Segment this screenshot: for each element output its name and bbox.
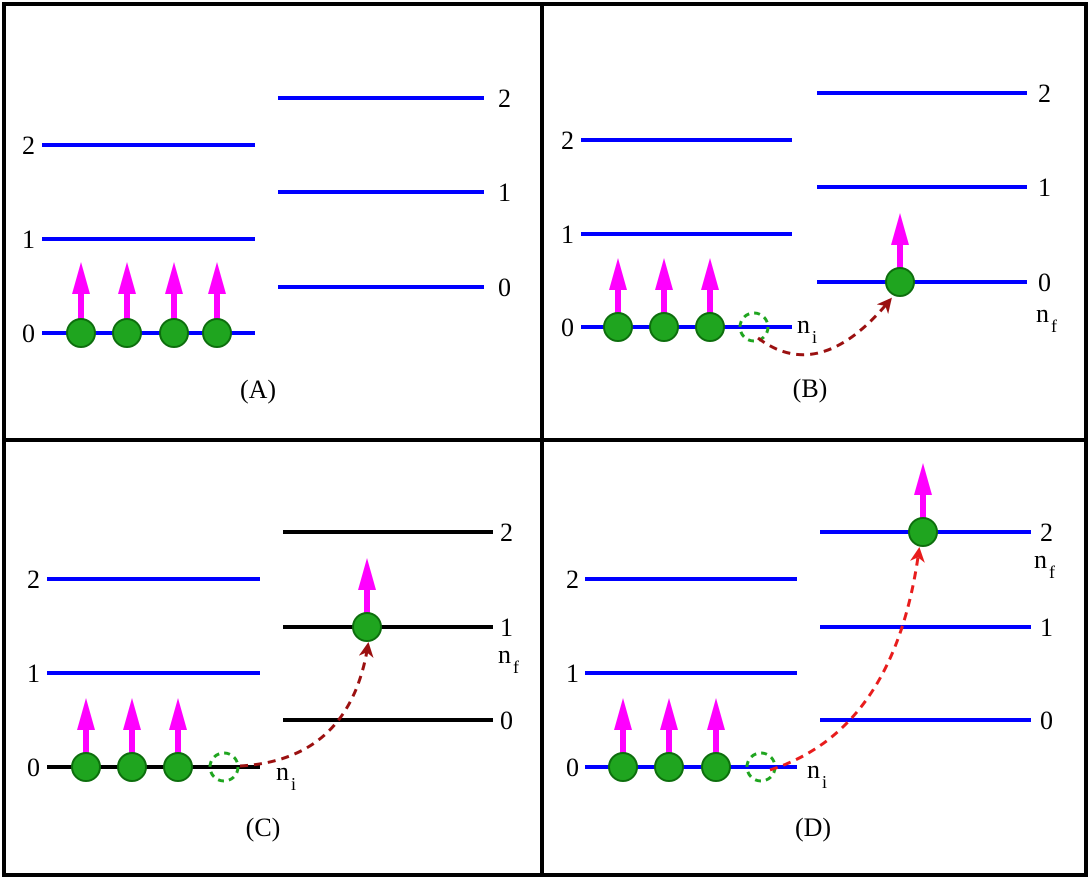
particle — [71, 752, 101, 782]
right-level-label: 2 — [1040, 518, 1053, 547]
right-level-label: 0 — [498, 273, 511, 302]
particle — [885, 267, 915, 297]
panel-caption: (B) — [793, 374, 828, 403]
spin-arrow-icon — [891, 213, 909, 269]
particle — [117, 752, 147, 782]
spin-arrow-icon — [660, 698, 678, 754]
spin-arrow-icon — [914, 463, 932, 519]
spin-arrow-icon — [609, 258, 627, 314]
particle — [701, 752, 731, 782]
left-level-label: 0 — [561, 313, 574, 342]
particle — [159, 318, 189, 348]
left-level-label: 1 — [22, 225, 35, 254]
particle — [649, 312, 679, 342]
spin-arrow-icon — [165, 262, 183, 320]
left-level-label: 0 — [27, 753, 40, 782]
panel-caption: (C) — [246, 813, 281, 842]
spin-arrow-icon — [614, 698, 632, 754]
spin-arrow-icon — [118, 262, 136, 320]
hop-arrow — [769, 547, 925, 772]
right-level-label: 2 — [500, 518, 513, 547]
spin-arrow-icon — [701, 258, 719, 314]
right-level-label: 1 — [1038, 173, 1051, 202]
left-level-label: 1 — [561, 220, 574, 249]
right-level-label: 1 — [498, 178, 511, 207]
left-level-label: 1 — [566, 659, 579, 688]
right-level-label: 0 — [1038, 268, 1051, 297]
particle — [654, 752, 684, 782]
particle — [608, 752, 638, 782]
panel-caption: (D) — [795, 813, 831, 842]
particle — [908, 517, 938, 547]
right-level-label: 0 — [1040, 706, 1053, 735]
left-level-label: 2 — [22, 131, 35, 160]
particle — [695, 312, 725, 342]
right-level-label: 2 — [1038, 79, 1051, 108]
right-level-label: 0 — [500, 706, 513, 735]
hop-arrow — [239, 642, 374, 768]
left-level-label: 2 — [561, 126, 574, 155]
spin-arrow-icon — [169, 698, 187, 754]
left-level-label: 0 — [22, 319, 35, 348]
right-level-label: 1 — [1040, 613, 1053, 642]
particle — [603, 312, 633, 342]
left-level-label: 1 — [27, 659, 40, 688]
particle — [163, 752, 193, 782]
left-level-label: 2 — [566, 565, 579, 594]
spin-arrow-icon — [123, 698, 141, 754]
spin-arrow-icon — [208, 262, 226, 320]
hop-arrow — [757, 297, 892, 357]
spin-arrow-icon — [72, 262, 90, 320]
panel-caption: (A) — [240, 375, 276, 404]
panel-a: 2 1 0 2 1 0 (A) — [22, 84, 511, 404]
left-level-label: 2 — [27, 565, 40, 594]
right-level-label: 1 — [500, 613, 513, 642]
left-level-label: 0 — [566, 753, 579, 782]
right-level-label: 2 — [498, 84, 511, 113]
vacancy — [738, 311, 770, 343]
particle — [352, 612, 382, 642]
particle — [66, 318, 96, 348]
particle — [112, 318, 142, 348]
spin-arrow-icon — [707, 698, 725, 754]
spin-arrow-icon — [77, 698, 95, 754]
particle — [202, 318, 232, 348]
vacancy — [208, 751, 240, 783]
spin-arrow-icon — [358, 558, 376, 614]
spin-arrow-icon — [655, 258, 673, 314]
